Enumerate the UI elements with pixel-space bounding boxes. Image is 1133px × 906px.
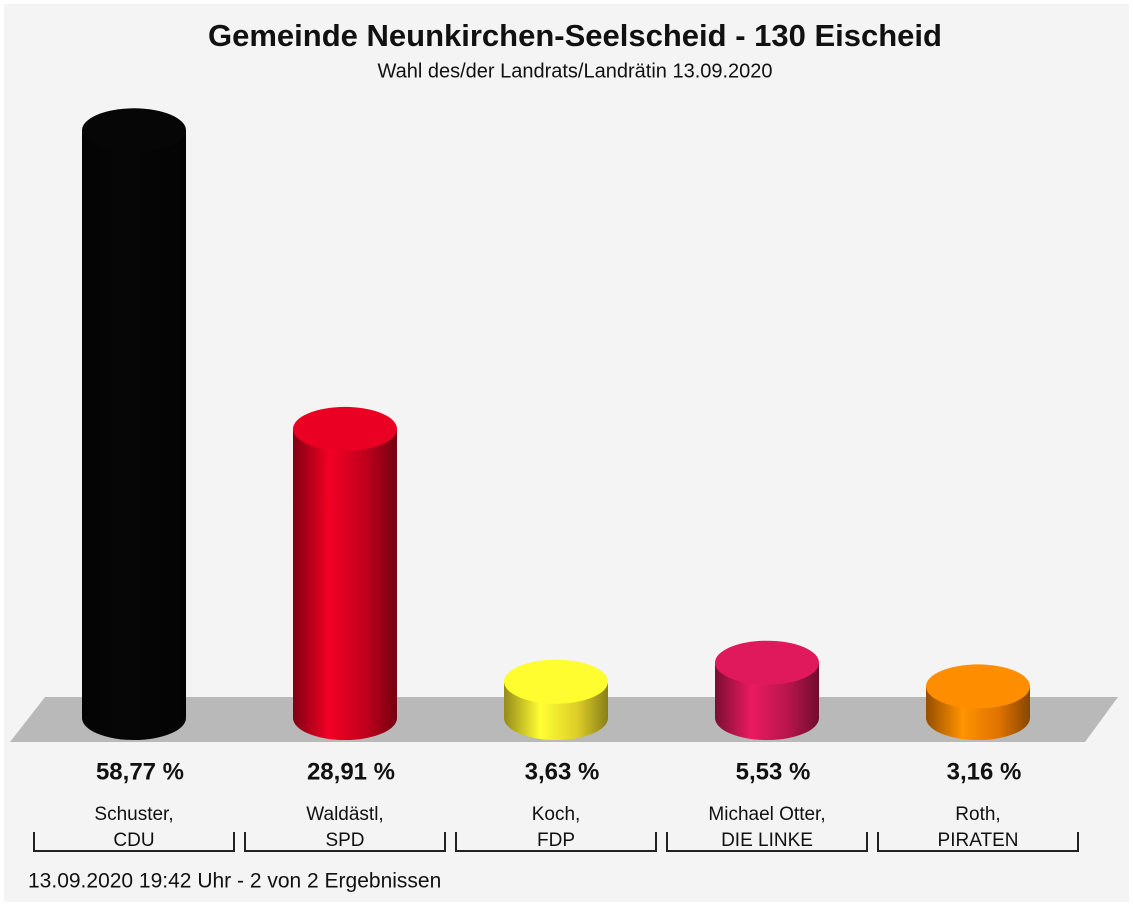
party-label: PIRATEN bbox=[938, 830, 1019, 851]
x-tick-label: Roth, bbox=[955, 804, 1000, 825]
bracket bbox=[666, 832, 868, 852]
bar-top bbox=[293, 406, 397, 451]
bracket bbox=[455, 832, 657, 852]
bar bbox=[504, 659, 608, 740]
background bbox=[4, 4, 1129, 902]
chart-subtitle: Wahl des/der Landrats/Landrätin 13.09.20… bbox=[377, 60, 772, 82]
x-tick-label: Schuster, bbox=[94, 804, 173, 825]
bar bbox=[715, 640, 819, 740]
bar bbox=[293, 406, 397, 740]
value-label: 5,53 % bbox=[736, 758, 811, 785]
party-label: FDP bbox=[537, 830, 575, 851]
value-label: 28,91 % bbox=[307, 758, 395, 785]
party-label: CDU bbox=[113, 830, 154, 851]
x-tick-label: Waldästl, bbox=[306, 804, 383, 825]
bar bbox=[82, 108, 186, 740]
bar bbox=[926, 664, 1030, 740]
bracket bbox=[244, 832, 446, 852]
value-label: 3,16 % bbox=[947, 758, 1022, 785]
bracket bbox=[877, 832, 1079, 852]
party-label: SPD bbox=[325, 830, 364, 851]
bar-top bbox=[82, 108, 186, 153]
value-label: 58,77 % bbox=[96, 758, 184, 785]
bar-body bbox=[82, 130, 186, 719]
value-label: 3,63 % bbox=[525, 758, 600, 785]
bar-top bbox=[715, 640, 819, 685]
x-tick-label: Koch, bbox=[532, 804, 581, 825]
bar-top bbox=[504, 659, 608, 704]
bar-body bbox=[293, 428, 397, 718]
bar-top bbox=[926, 664, 1030, 709]
chart-title: Gemeinde Neunkirchen-Seelscheid - 130 Ei… bbox=[208, 18, 942, 53]
x-tick-label: Michael Otter, bbox=[708, 804, 825, 825]
bracket bbox=[33, 832, 235, 852]
footer: 13.09.2020 19:42 Uhr - 2 von 2 Ergebniss… bbox=[28, 870, 441, 893]
party-label: DIE LINKE bbox=[721, 830, 813, 851]
